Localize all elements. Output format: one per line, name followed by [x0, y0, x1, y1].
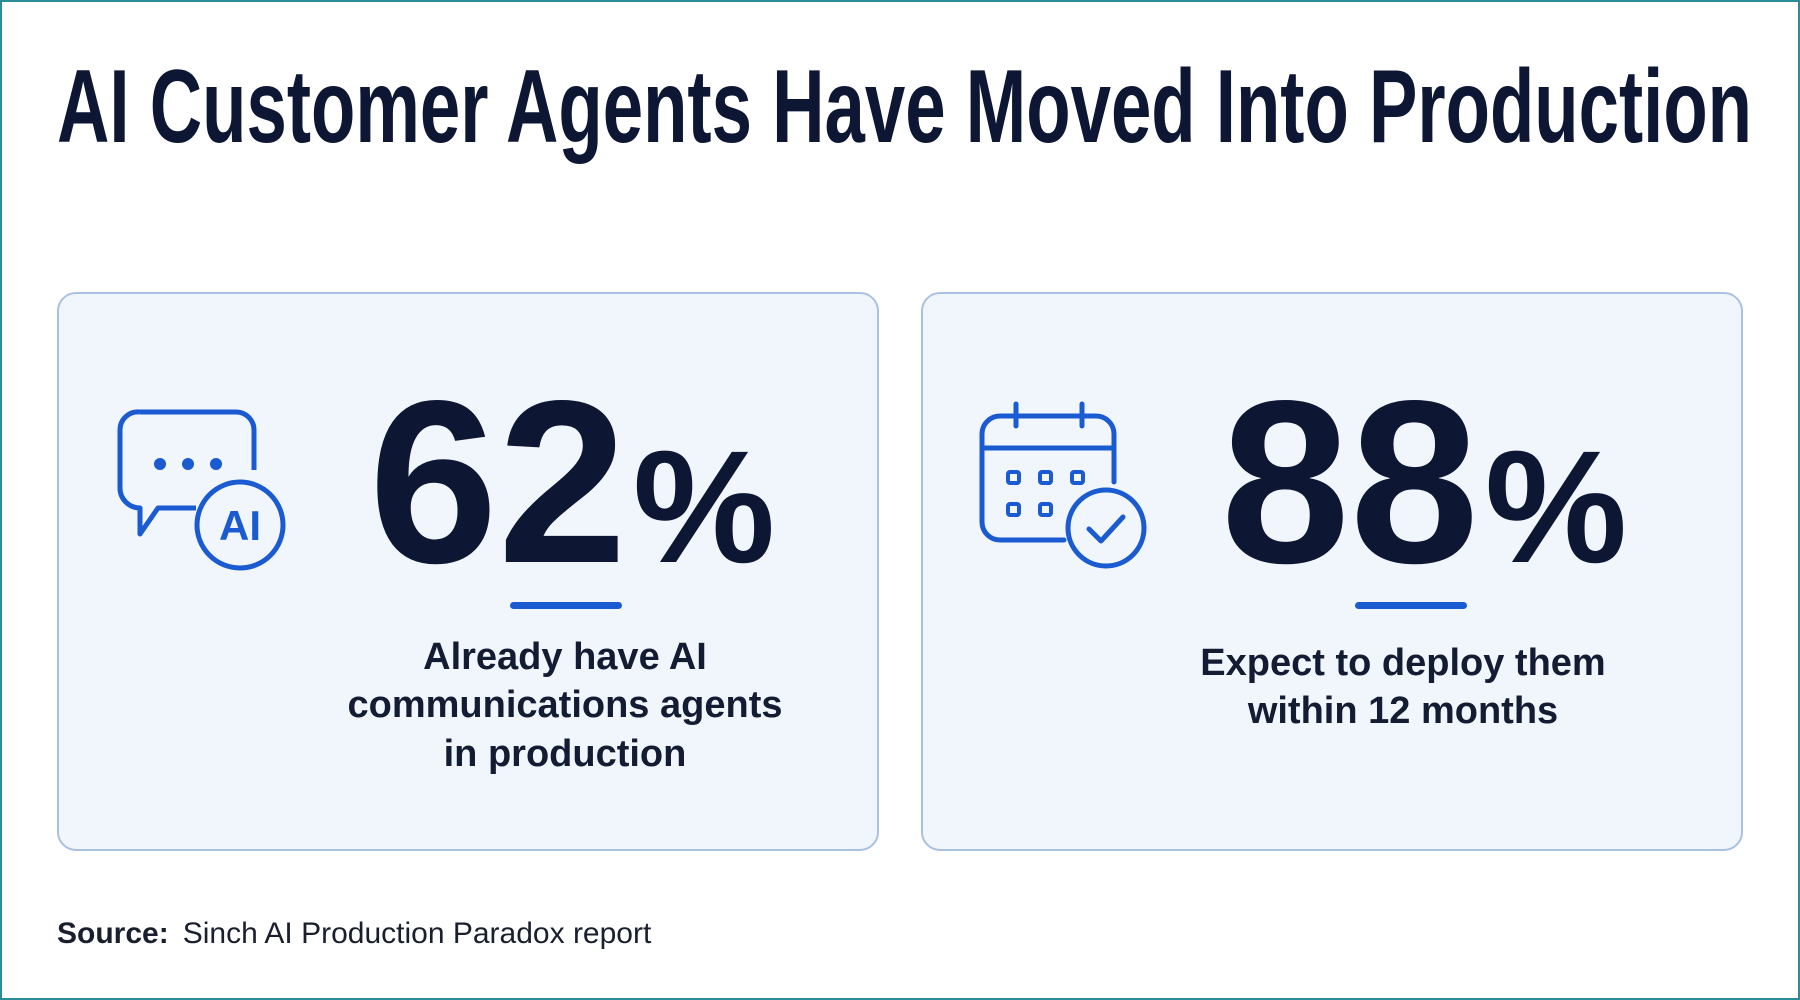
source: Source: Sinch AI Production Paradox repor… [57, 917, 652, 950]
stat: 62% [369, 353, 775, 612]
divider [510, 602, 622, 609]
chat-ai-icon [117, 409, 286, 571]
stat-unit: % [633, 417, 775, 596]
card [921, 292, 1743, 851]
source-label: Source: [57, 917, 169, 950]
description-line: Already have AI [423, 636, 707, 678]
description-line: in production [444, 733, 687, 775]
calendar-icon [979, 401, 1147, 569]
divider [1355, 602, 1467, 609]
source-text: Sinch AI Production Paradox report [183, 917, 652, 950]
card [57, 292, 879, 851]
chat-dots [154, 458, 222, 470]
description-line: communications agents [348, 684, 783, 726]
description-line: Expect to deploy them [1200, 642, 1605, 684]
stat-unit: % [1485, 417, 1627, 596]
stat: 88% [1221, 353, 1627, 612]
stat-number: 62 [369, 353, 627, 612]
title: AI Customer Agents Have Moved Into Produ… [57, 49, 1752, 165]
description-line: within 12 months [1247, 690, 1558, 732]
stat-number: 88 [1221, 353, 1479, 612]
icon-label: AI [219, 502, 261, 549]
